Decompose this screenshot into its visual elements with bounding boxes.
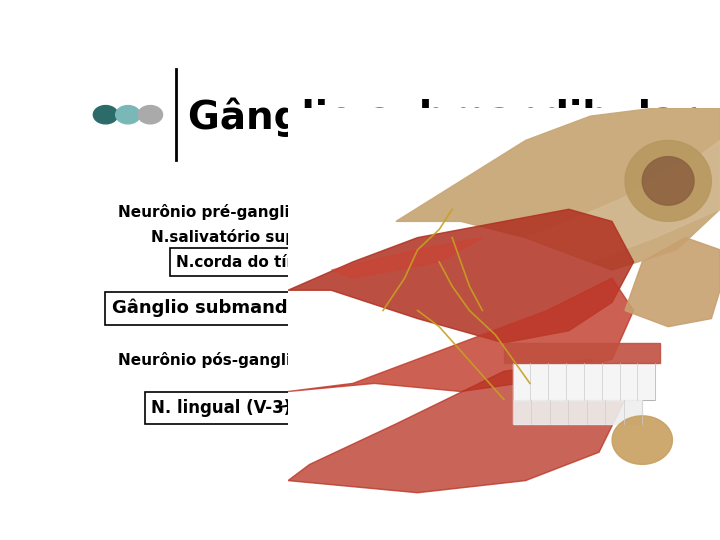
Text: Neurônio pré-ganglionar: Neurônio pré-ganglionar [118, 205, 328, 220]
Text: N.corda do tímpano (VII): N.corda do tímpano (VII) [176, 254, 387, 271]
Polygon shape [288, 359, 625, 492]
Polygon shape [396, 108, 720, 270]
Bar [513, 363, 655, 400]
Circle shape [94, 105, 118, 124]
Polygon shape [288, 209, 634, 343]
Polygon shape [513, 363, 655, 400]
Polygon shape [642, 157, 694, 205]
Polygon shape [526, 140, 720, 262]
Text: Neurônio pós-ganglionar: Neurônio pós-ganglionar [118, 352, 330, 368]
Polygon shape [331, 238, 482, 278]
Text: Gânglio submandibular: Gânglio submandibular [112, 299, 347, 318]
Polygon shape [625, 238, 720, 327]
Polygon shape [288, 278, 634, 392]
Polygon shape [504, 343, 660, 363]
Polygon shape [625, 140, 711, 221]
Text: N.salivatório sup;: N.salivatório sup; [151, 230, 302, 245]
Circle shape [116, 105, 140, 124]
Polygon shape [513, 400, 642, 424]
Polygon shape [612, 416, 672, 464]
Text: N. lingual (V-3): N. lingual (V-3) [151, 399, 292, 417]
Circle shape [138, 105, 163, 124]
Text: Gânglio submandibular: Gânglio submandibular [188, 97, 696, 137]
